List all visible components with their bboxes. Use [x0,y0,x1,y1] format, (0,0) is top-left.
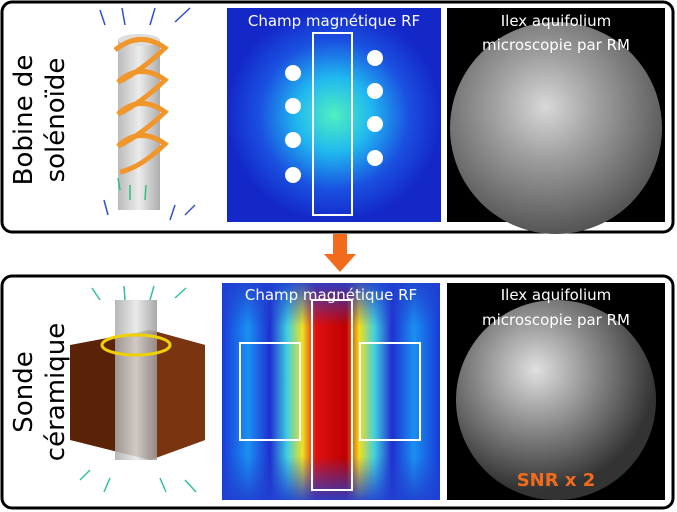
side-label: Sonde céramique [9,323,71,461]
mri-sample [450,22,662,234]
coil-cross-sections [285,50,383,183]
resonator-outline [239,299,421,491]
snr-annotation: SNR x 2 [517,470,596,491]
side-label-line: céramique [41,323,71,461]
ceramic-illustration [70,285,205,493]
down-arrow [324,234,356,272]
field-title: Champ magnétique RF [245,286,417,304]
side-label-line: Sonde [9,351,39,432]
image-title: microscopie par RM [482,311,630,329]
side-label-line: Bobine de [9,55,39,186]
image-title: Ilex aquifolium [501,286,612,304]
image-title: Ilex aquifolium [501,12,612,30]
field-map [227,8,441,222]
coil-illustration [99,7,196,221]
mri-sample [456,300,656,500]
sample-tube [312,32,353,216]
field-map-shade [222,283,440,500]
side-label: Bobine de solénoïde [9,55,71,186]
image-title: microscopie par RM [482,36,630,54]
side-label-line: solénoïde [41,58,71,183]
field-title: Champ magnétique RF [248,12,420,30]
